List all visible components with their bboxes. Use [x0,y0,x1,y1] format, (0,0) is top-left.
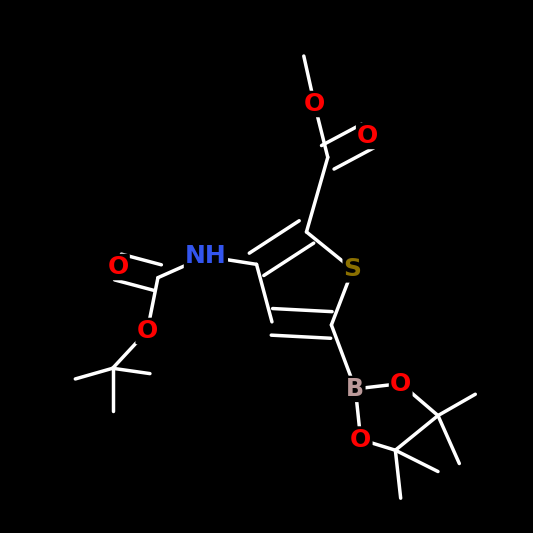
Text: O: O [107,255,128,279]
Text: O: O [136,319,158,343]
Text: S: S [344,257,362,281]
Text: O: O [350,427,372,451]
Text: O: O [304,92,325,116]
Text: NH: NH [185,244,227,268]
Text: O: O [390,372,411,395]
Text: O: O [357,124,378,148]
Text: B: B [346,377,365,401]
